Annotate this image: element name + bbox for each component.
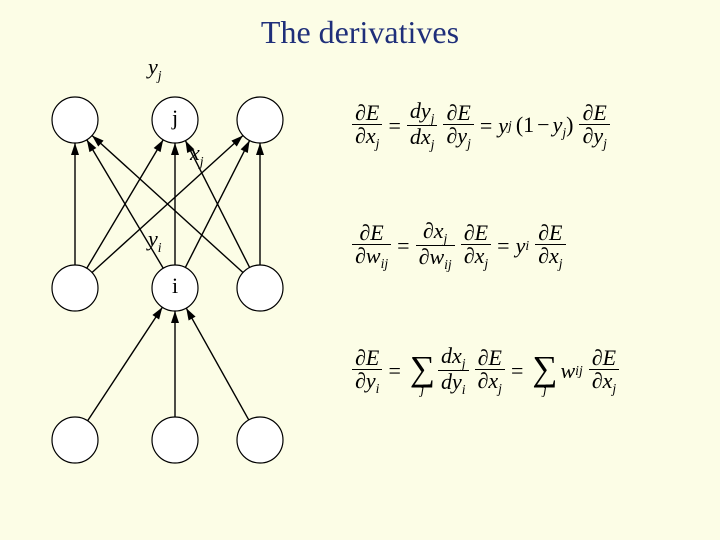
sum-symbol-2: ∑j [532, 347, 557, 396]
sum-symbol-1: ∑j [410, 347, 435, 396]
equation-de-dwij: ∂E ∂wij = ∂xj ∂wij ∂E ∂xj = yi ∂E ∂xj [352, 220, 566, 272]
frac-de-dxj-2b: ∂E ∂xj [535, 222, 565, 270]
svg-text:xj: xj [189, 140, 204, 169]
equation-de-dxj: ∂E ∂xj = dyj dxj ∂E ∂yj = yj (1−yj) ∂E ∂… [352, 100, 610, 152]
svg-text:j: j [171, 105, 178, 130]
frac-de-dyj-1: ∂E ∂yj [443, 102, 473, 150]
slide: { "title": { "text": "The derivatives", … [0, 0, 720, 540]
frac-de-dxj-2a: ∂E ∂xj [461, 222, 491, 270]
svg-text:yi: yi [146, 226, 162, 255]
frac-dyj-dxj: dyj dxj [407, 100, 438, 152]
frac-de-dxj: ∂E ∂xj [352, 102, 382, 150]
frac-de-dyi: ∂E ∂yi [352, 347, 382, 395]
frac-de-dwij: ∂E ∂wij [352, 222, 391, 270]
frac-de-dxj-3b: ∂E ∂xj [589, 347, 619, 395]
frac-dxj-dwij: ∂xj ∂wij [416, 220, 455, 272]
svg-text:yj: yj [146, 54, 162, 83]
frac-dxj-dyi: dxj dyi [438, 345, 469, 397]
frac-de-dxj-3a: ∂E ∂xj [475, 347, 505, 395]
frac-de-dyj-2: ∂E ∂yj [579, 102, 609, 150]
equation-de-dyi: ∂E ∂yi = ∑j dxj dyi ∂E ∂xj = ∑j wij ∂E ∂… [352, 345, 619, 397]
svg-text:i: i [172, 273, 178, 298]
